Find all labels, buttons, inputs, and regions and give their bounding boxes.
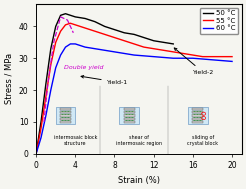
50 °C	[113, 29, 116, 31]
55 °C	[103, 33, 106, 36]
Bar	[192, 108, 203, 110]
50 °C	[142, 36, 145, 39]
55 °C	[211, 56, 214, 58]
55 °C	[74, 24, 77, 26]
60 °C	[152, 56, 155, 58]
60 °C	[40, 137, 43, 139]
55 °C	[191, 54, 194, 56]
Text: intermosaic block
structure: intermosaic block structure	[54, 135, 97, 146]
55 °C	[69, 22, 72, 24]
55 °C	[172, 51, 175, 53]
Bar	[124, 121, 135, 123]
55 °C	[123, 40, 126, 42]
Text: Double yield: Double yield	[63, 65, 103, 70]
60 °C	[49, 89, 52, 91]
60 °C	[191, 57, 194, 59]
Bar	[124, 114, 135, 117]
Legend: 50 °C, 55 °C, 60 °C: 50 °C, 55 °C, 60 °C	[200, 8, 238, 34]
Bar	[124, 118, 135, 120]
Bar	[60, 111, 71, 113]
50 °C	[35, 153, 38, 155]
55 °C	[40, 127, 43, 129]
60 °C	[123, 52, 126, 55]
55 °C	[64, 24, 67, 26]
55 °C	[182, 52, 184, 55]
60 °C	[45, 114, 47, 117]
Bar	[192, 114, 203, 117]
50 °C	[152, 40, 155, 42]
Text: sliding of
crystal block: sliding of crystal block	[187, 135, 218, 146]
Text: Yield-2: Yield-2	[174, 48, 214, 75]
55 °C	[201, 56, 204, 58]
55 °C	[133, 43, 136, 45]
55 °C	[59, 30, 62, 32]
60 °C	[93, 48, 96, 50]
60 °C	[54, 67, 57, 69]
Bar	[124, 111, 135, 113]
Bar	[192, 121, 203, 123]
60 °C	[69, 43, 72, 45]
Bar	[124, 108, 135, 110]
55 °C	[54, 41, 57, 43]
60 °C	[113, 51, 116, 53]
Bar	[56, 107, 75, 124]
60 °C	[172, 57, 175, 59]
60 °C	[211, 59, 214, 61]
X-axis label: Strain (%): Strain (%)	[118, 176, 160, 185]
55 °C	[113, 36, 116, 39]
50 °C	[103, 25, 106, 28]
50 °C	[69, 14, 72, 16]
55 °C	[152, 48, 155, 50]
50 °C	[93, 21, 96, 23]
Text: shear of
intermosaic region: shear of intermosaic region	[116, 135, 162, 146]
55 °C	[35, 153, 38, 155]
Bar	[188, 107, 208, 124]
Line: 55 °C: 55 °C	[36, 23, 232, 154]
Text: Yield-1: Yield-1	[81, 75, 128, 85]
60 °C	[64, 46, 67, 48]
Bar	[60, 108, 71, 110]
55 °C	[231, 56, 233, 58]
50 °C	[40, 121, 43, 123]
Bar	[192, 118, 203, 120]
60 °C	[133, 54, 136, 56]
50 °C	[162, 41, 165, 43]
55 °C	[84, 27, 87, 29]
50 °C	[45, 83, 47, 85]
50 °C	[49, 48, 52, 50]
Bar	[60, 114, 71, 117]
60 °C	[231, 60, 233, 63]
50 °C	[123, 32, 126, 34]
60 °C	[84, 46, 87, 48]
60 °C	[59, 54, 62, 56]
55 °C	[93, 30, 96, 32]
Line: 50 °C: 50 °C	[36, 14, 173, 154]
Bar	[60, 121, 71, 123]
55 °C	[45, 95, 47, 98]
50 °C	[54, 25, 57, 28]
50 °C	[59, 14, 62, 16]
50 °C	[84, 17, 87, 20]
Bar	[119, 107, 139, 124]
Y-axis label: Stress / MPa: Stress / MPa	[4, 53, 13, 105]
50 °C	[64, 13, 67, 15]
55 °C	[142, 46, 145, 48]
Bar	[192, 111, 203, 113]
50 °C	[172, 43, 175, 45]
60 °C	[35, 153, 38, 155]
60 °C	[103, 49, 106, 51]
55 °C	[221, 56, 224, 58]
Line: 60 °C: 60 °C	[36, 44, 232, 154]
60 °C	[74, 43, 77, 45]
Bar	[60, 118, 71, 120]
55 °C	[162, 49, 165, 51]
55 °C	[49, 64, 52, 66]
50 °C	[74, 16, 77, 18]
50 °C	[133, 33, 136, 36]
